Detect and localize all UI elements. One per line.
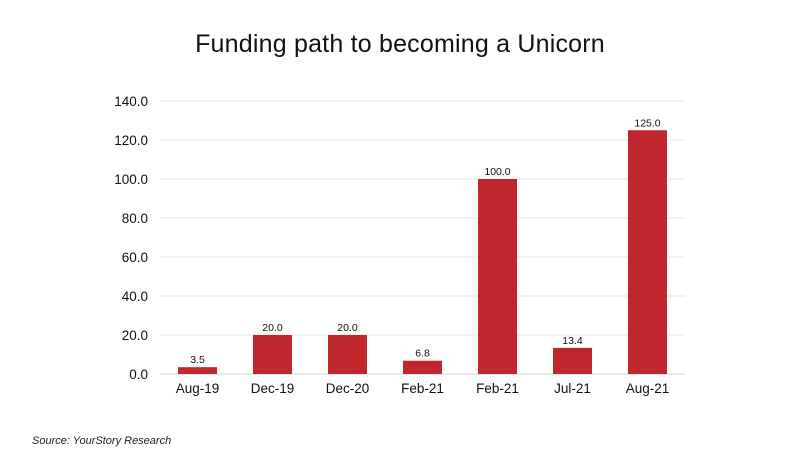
y-axis-ticks: 0.0 20.0 40.0 60.0 80.0 100.0 120.0 140.0 xyxy=(114,94,148,382)
data-labels: 3.5 20.0 20.0 6.8 100.0 13.4 125.0 xyxy=(190,117,661,366)
y-tick-label: 0.0 xyxy=(129,367,148,382)
bar xyxy=(328,335,367,374)
x-category-label: Aug-19 xyxy=(176,381,220,396)
data-label: 20.0 xyxy=(262,322,283,334)
y-tick-label: 140.0 xyxy=(114,94,148,109)
data-label: 100.0 xyxy=(484,166,510,178)
y-tick-label: 120.0 xyxy=(114,133,148,148)
bar xyxy=(178,367,217,374)
data-label: 125.0 xyxy=(634,117,660,129)
source-note: Source: YourStory Research xyxy=(32,435,172,447)
gridlines xyxy=(160,100,685,375)
bar xyxy=(553,347,592,374)
bar xyxy=(478,179,517,374)
y-tick-label: 20.0 xyxy=(122,328,148,343)
x-category-label: Feb-21 xyxy=(401,381,444,396)
data-label: 20.0 xyxy=(337,322,358,334)
x-category-label: Jul-21 xyxy=(554,381,591,396)
y-tick-label: 80.0 xyxy=(122,211,148,226)
x-category-label: Feb-21 xyxy=(476,381,519,396)
y-tick-label: 60.0 xyxy=(122,250,148,265)
chart-title: Funding path to becoming a Unicorn xyxy=(195,30,605,58)
x-category-label: Dec-19 xyxy=(251,381,295,396)
y-tick-label: 100.0 xyxy=(114,172,148,187)
x-category-label: Aug-21 xyxy=(626,381,670,396)
bar xyxy=(403,360,442,374)
data-label: 13.4 xyxy=(562,335,583,347)
bar xyxy=(253,335,292,374)
x-axis-categories: Aug-19 Dec-19 Dec-20 Feb-21 Feb-21 Jul-21 Aug-… xyxy=(176,381,670,396)
data-label: 3.5 xyxy=(190,354,205,366)
bar xyxy=(628,130,667,374)
bars xyxy=(178,130,667,374)
data-label: 6.8 xyxy=(415,348,430,360)
y-tick-label: 40.0 xyxy=(122,289,148,304)
x-category-label: Dec-20 xyxy=(326,381,370,396)
